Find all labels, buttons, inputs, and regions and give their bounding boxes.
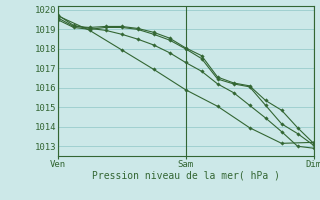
X-axis label: Pression niveau de la mer( hPa ): Pression niveau de la mer( hPa ) (92, 171, 280, 181)
